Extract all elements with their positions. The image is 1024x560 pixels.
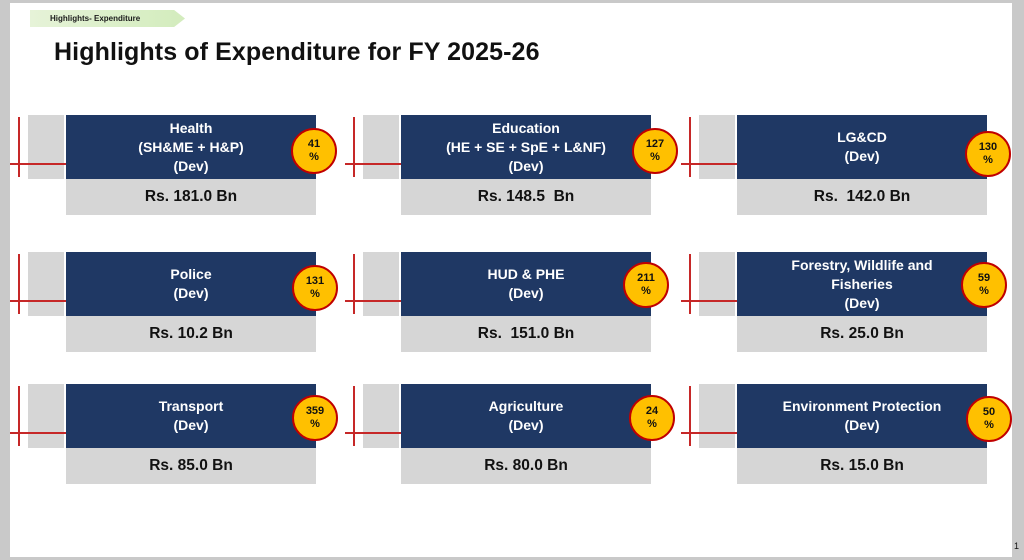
card-side-bar [28,252,64,316]
percent-badge: 131 % [292,265,338,311]
card-title: Environment Protection (Dev) [737,384,987,448]
percent-badge: 359 % [292,395,338,441]
percent-value: 41 [307,138,321,150]
card-lgcd: LG&CD (Dev) Rs. 142.0 Bn 130 % [681,115,1015,217]
card-hud-phe: HUD & PHE (Dev) Rs. 151.0 Bn 211 % [345,252,679,354]
percent-value: 211 [637,272,655,284]
card-value: Rs. 25.0 Bn [737,316,987,352]
red-vertical-line [18,386,20,446]
percent-badge: 59 % [961,262,1007,308]
percent-badge: 211 % [623,262,669,308]
card-police: Police (Dev) Rs. 10.2 Bn 131 % [10,252,344,354]
red-vertical-line [353,386,355,446]
percent-badge: 50 % [966,396,1012,442]
red-horizontal-line [10,163,70,165]
card-value: Rs. 15.0 Bn [737,448,987,484]
page-title: Highlights of Expenditure for FY 2025-26 [54,38,540,66]
card-transport: Transport (Dev) Rs. 85.0 Bn 359 % [10,384,344,486]
percent-badge: 127 % [632,128,678,174]
red-horizontal-line [681,300,741,302]
percent-sign: % [983,154,993,166]
red-vertical-line [18,254,20,314]
card-title: Agriculture (Dev) [401,384,651,448]
percent-value: 131 [305,275,325,287]
red-horizontal-line [345,300,405,302]
percent-badge: 130 % [965,131,1011,177]
percent-sign: % [641,285,651,297]
card-value: Rs. 142.0 Bn [737,179,987,215]
card-value: Rs. 151.0 Bn [401,316,651,352]
card-side-bar [28,115,64,179]
card-side-bar [363,384,399,448]
card-education: Education (HE + SE + SpE + L&NF) (Dev) R… [345,115,679,217]
percent-value: 130 [978,141,998,153]
red-vertical-line [689,254,691,314]
card-title: Transport (Dev) [66,384,316,448]
card-side-bar [363,252,399,316]
card-value: Rs. 148.5 Bn [401,179,651,215]
red-vertical-line [353,254,355,314]
red-horizontal-line [10,300,70,302]
card-title: Education (HE + SE + SpE + L&NF) (Dev) [401,115,651,179]
card-agriculture: Agriculture (Dev) Rs. 80.0 Bn 24 % [345,384,679,486]
card-value: Rs. 181.0 Bn [66,179,316,215]
percent-sign: % [310,288,320,300]
percent-sign: % [650,151,660,163]
card-side-bar [699,115,735,179]
percent-badge: 41 % [291,128,337,174]
percent-badge: 24 % [629,395,675,441]
red-horizontal-line [10,432,70,434]
card-title: LG&CD (Dev) [737,115,987,179]
section-tag: Highlights- Expenditure [30,10,185,27]
card-title: HUD & PHE (Dev) [401,252,651,316]
card-environment: Environment Protection (Dev) Rs. 15.0 Bn… [681,384,1015,486]
card-value: Rs. 85.0 Bn [66,448,316,484]
red-vertical-line [689,117,691,177]
card-side-bar [699,384,735,448]
percent-sign: % [984,419,994,431]
red-horizontal-line [681,163,741,165]
card-title: Police (Dev) [66,252,316,316]
card-health: Health (SH&ME + H&P) (Dev) Rs. 181.0 Bn … [10,115,344,217]
card-title: Forestry, Wildlife and Fisheries (Dev) [737,252,987,316]
card-forestry: Forestry, Wildlife and Fisheries (Dev) R… [681,252,1015,354]
red-vertical-line [353,117,355,177]
percent-sign: % [309,151,319,163]
red-horizontal-line [681,432,741,434]
percent-value: 24 [645,405,659,417]
red-vertical-line [689,386,691,446]
card-side-bar [363,115,399,179]
percent-sign: % [979,285,989,297]
percent-value: 359 [305,405,325,417]
page-number: 1 [1014,541,1020,551]
red-vertical-line [18,117,20,177]
red-horizontal-line [345,432,405,434]
percent-value: 50 [982,406,996,418]
percent-value: 127 [645,138,665,150]
red-horizontal-line [345,163,405,165]
percent-sign: % [310,418,320,430]
card-title: Health (SH&ME + H&P) (Dev) [66,115,316,179]
card-side-bar [699,252,735,316]
percent-value: 59 [977,272,991,284]
card-value: Rs. 10.2 Bn [66,316,316,352]
percent-sign: % [647,418,657,430]
card-side-bar [28,384,64,448]
card-value: Rs. 80.0 Bn [401,448,651,484]
